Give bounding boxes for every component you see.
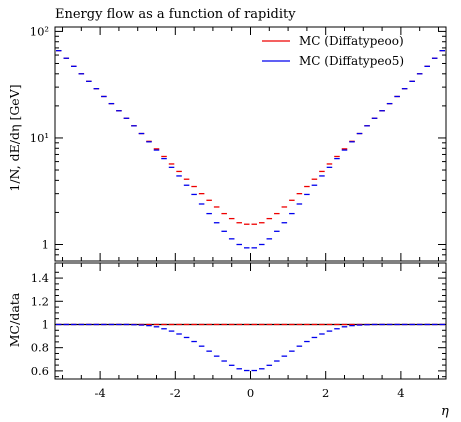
ratio-y-tick-label: 1: [42, 317, 49, 331]
ratio-x-tick-label: -4: [95, 386, 106, 400]
ratio-y-axis-label: MC/data: [7, 292, 22, 347]
legend-label-diffatypeo5: MC (Diffatypeo5): [299, 54, 404, 68]
ratio-y-tick-label: 0.8: [31, 341, 49, 355]
x-axis-label: η: [441, 404, 449, 419]
ratio-y-tick-label: 0.6: [31, 364, 49, 378]
ratio-x-tick-label: 4: [397, 386, 404, 400]
ratio-plot-series: [56, 323, 445, 372]
upper-axis-ticks: 1 10¹ 10²: [30, 24, 446, 262]
legend-label-diffatypeoo: MC (Diffatypeoo): [299, 34, 404, 48]
upper-y-tick-label: 10¹: [30, 131, 49, 145]
ratio-x-tick-label: 0: [247, 386, 254, 400]
ratio-y-tick-label: 1.2: [31, 294, 49, 308]
chart-title: Energy flow as a function of rapidity: [55, 7, 296, 22]
ratio-y-tick-label: 1.4: [31, 271, 49, 285]
upper-y-tick-label: 1: [42, 237, 49, 251]
upper-y-tick-label: 10²: [30, 24, 49, 38]
ratio-x-tick-label: -2: [170, 386, 181, 400]
upper-plot-series: [56, 49, 445, 249]
ratio-plot-frame: [54, 262, 447, 380]
legend: MC (Diffatypeoo) MC (Diffatypeo5): [262, 34, 404, 68]
ratio-x-tick-label: 2: [322, 386, 329, 400]
upper-y-axis-label: 1/N, dE/dη [GeV]: [7, 84, 22, 191]
